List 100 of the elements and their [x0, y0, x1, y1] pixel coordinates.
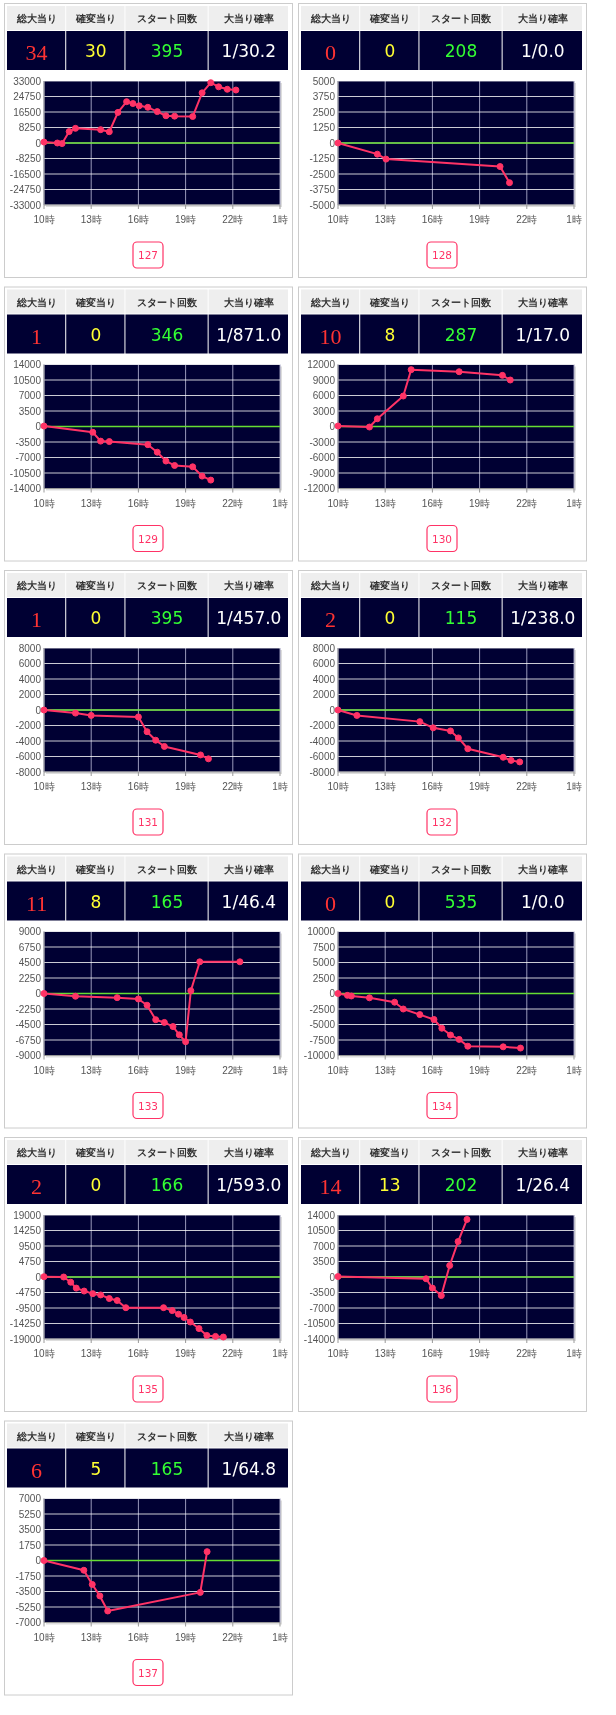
text: 総大当り: [309, 863, 351, 875]
x-tick-label: 1時: [566, 781, 582, 792]
text: 0: [90, 324, 102, 345]
y-tick-label: -24750: [9, 184, 42, 195]
x-tick-label: 16時: [127, 497, 149, 509]
x-tick-label: 22時: [516, 1348, 538, 1359]
x-tick-label: 22時: [222, 214, 244, 225]
text: 14: [319, 1174, 342, 1199]
text: 6: [31, 1457, 43, 1483]
x-tick-label: 1時: [566, 497, 582, 509]
y-tick-label: -16500: [9, 168, 42, 180]
text: 大当り確率: [516, 13, 568, 24]
x-tick-label: 1時: [566, 214, 582, 225]
text: 136: [431, 1383, 453, 1395]
x-tick-label: 22時: [516, 214, 538, 225]
y-tick-label: 10500: [307, 1225, 336, 1236]
x-tick-label: 22時: [222, 781, 244, 792]
y-tick-label: 12000: [307, 359, 336, 370]
y-tick-label: 2250: [18, 972, 42, 984]
text: 総大当り: [15, 863, 57, 875]
text: 大当り確率: [516, 863, 568, 875]
x-tick-label: 16時: [127, 781, 149, 792]
text: 1/593.0: [216, 1175, 282, 1195]
y-tick-label: 9000: [312, 374, 336, 386]
text: 1/64.8: [221, 1458, 277, 1479]
x-tick-label: 10時: [33, 497, 55, 509]
text: 大当り確率: [222, 863, 274, 875]
text: 166: [150, 1175, 184, 1195]
y-tick-label: 6000: [312, 390, 336, 401]
y-tick-label: 0: [329, 988, 336, 999]
text: 確変当り: [368, 296, 410, 308]
y-tick-label: 5250: [18, 1508, 42, 1520]
x-tick-label: 1時: [272, 781, 288, 792]
text: 8: [384, 324, 396, 345]
text: 0: [384, 891, 396, 912]
x-tick-label: 16時: [421, 497, 443, 509]
text: 129: [137, 532, 159, 545]
text: 1/26.4: [515, 1175, 571, 1195]
y-tick-label: 0: [35, 988, 42, 999]
x-tick-label: 1時: [566, 1064, 582, 1076]
y-tick-label: 4750: [18, 1256, 42, 1267]
x-tick-label: 1時: [272, 1631, 288, 1643]
y-tick-label: 2000: [312, 689, 336, 700]
y-tick-label: 14250: [13, 1225, 42, 1236]
text: 1: [31, 323, 43, 349]
y-tick-label: 0: [329, 704, 336, 716]
y-tick-label: -2500: [309, 1003, 336, 1015]
y-tick-label: 1750: [18, 1539, 42, 1551]
text: 134: [431, 1099, 453, 1112]
x-tick-label: 19時: [469, 497, 491, 509]
y-tick-label: 10500: [13, 374, 42, 386]
y-tick-label: 3500: [18, 405, 42, 417]
x-tick-label: 10時: [33, 1348, 55, 1359]
y-tick-label: -19000: [9, 1333, 42, 1345]
text: 確変当り: [74, 296, 116, 308]
y-tick-label: 7000: [312, 1240, 336, 1252]
text: 115: [444, 608, 478, 628]
x-tick-label: 19時: [175, 1631, 197, 1643]
text: 1/0.0: [521, 891, 565, 912]
x-tick-label: 19時: [175, 214, 197, 225]
y-tick-label: 0: [35, 704, 42, 716]
x-tick-label: 19時: [175, 1348, 197, 1359]
y-tick-label: -6000: [309, 751, 336, 762]
text: 大当り確率: [222, 580, 274, 591]
y-tick-label: 4000: [312, 673, 336, 685]
text: 1/871.0: [216, 324, 282, 345]
text: 128: [431, 249, 453, 261]
text: 1/17.0: [515, 324, 571, 345]
text: スタート回数: [431, 863, 493, 875]
text: 大当り確率: [222, 1430, 274, 1442]
point: [463, 1215, 471, 1223]
x-tick-label: 16時: [127, 1631, 149, 1643]
text: 確変当り: [368, 13, 410, 24]
text: 総大当り: [309, 296, 351, 308]
y-tick-label: -3500: [309, 1287, 336, 1298]
text: 1: [31, 607, 43, 632]
point: [437, 1292, 445, 1300]
text: 1/0.0: [521, 41, 565, 61]
text: 165: [150, 1458, 184, 1479]
x-tick-label: 13時: [80, 497, 102, 509]
y-tick-label: 0: [35, 421, 42, 432]
x-tick-label: 1時: [272, 214, 288, 225]
y-tick-label: 0: [35, 1271, 42, 1283]
text: スタート回数: [137, 580, 199, 591]
text: スタート回数: [137, 1430, 199, 1442]
text: 1/238.0: [510, 608, 576, 628]
y-tick-label: 8000: [18, 642, 42, 654]
y-tick-label: 3500: [312, 1256, 336, 1267]
text: 135: [137, 1383, 159, 1395]
y-tick-label: -9000: [15, 1050, 42, 1061]
y-tick-label: 4000: [18, 673, 42, 685]
x-tick-label: 1時: [566, 1348, 582, 1359]
y-tick-label: -3500: [15, 1586, 42, 1597]
text: 総大当り: [309, 13, 351, 24]
text: 総大当り: [15, 13, 57, 24]
text: 30: [85, 41, 107, 61]
text: スタート回数: [431, 1147, 493, 1158]
x-tick-label: 19時: [469, 781, 491, 792]
y-tick-label: -4000: [15, 735, 42, 747]
y-tick-label: -7000: [309, 1302, 336, 1314]
